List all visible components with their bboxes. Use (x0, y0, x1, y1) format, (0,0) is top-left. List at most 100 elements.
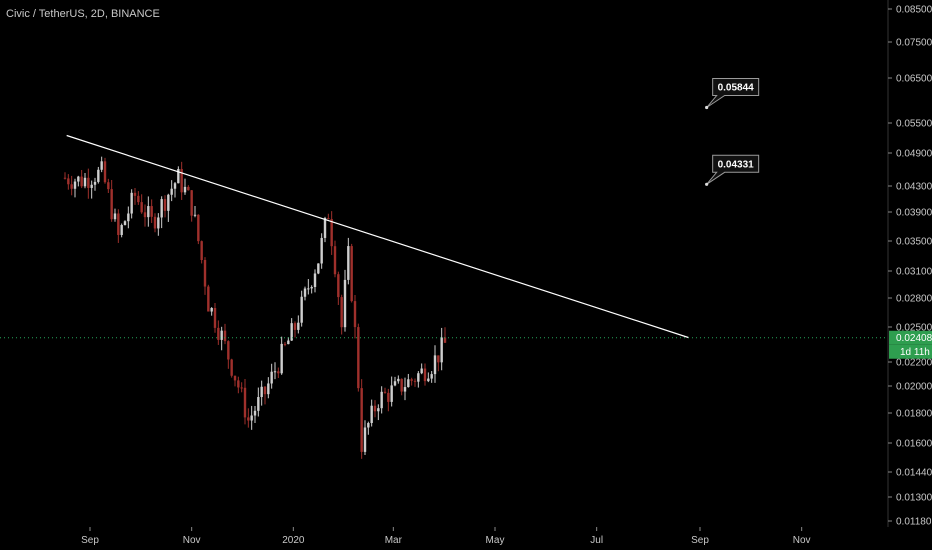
price-tick-label: 0.08500 (896, 5, 932, 16)
candle-body (380, 391, 383, 409)
countdown-box (889, 344, 932, 359)
candle-body (257, 397, 260, 411)
candle (167, 193, 170, 222)
candle-body (193, 214, 197, 216)
candle (183, 178, 187, 195)
candle-body (153, 216, 157, 229)
callout-label: 0.05844 (718, 83, 755, 94)
candle (397, 375, 400, 384)
candle (400, 378, 403, 396)
countdown-label: 1d 11h (900, 347, 930, 358)
time-tick-label: Sep (81, 535, 99, 546)
candle (363, 420, 367, 455)
candle-body (247, 417, 250, 421)
candle-body (263, 386, 267, 395)
price-tick-label: 0.03500 (896, 237, 932, 248)
time-tick-label: Jul (590, 535, 603, 546)
candle (187, 185, 190, 191)
candle (150, 199, 153, 223)
candle-body (70, 184, 73, 189)
candle (413, 378, 417, 387)
candle (433, 345, 437, 383)
candle (237, 376, 240, 394)
candle (370, 399, 373, 427)
candle (130, 189, 133, 219)
candle-body (437, 355, 440, 363)
candle-body (430, 374, 433, 379)
candle (173, 182, 177, 198)
candle-body (270, 371, 273, 384)
candle (367, 421, 370, 435)
candle (440, 327, 443, 371)
candle-body (110, 189, 113, 220)
candle (190, 190, 193, 222)
candle (117, 209, 120, 243)
callout-box (706, 154, 760, 185)
price-tick-label: 0.02200 (896, 358, 932, 369)
candle-body (330, 219, 333, 247)
candle (347, 237, 350, 285)
candle-body (253, 410, 257, 416)
candle (300, 290, 303, 327)
candle (63, 172, 67, 180)
candle (207, 284, 210, 312)
candle-body (163, 199, 167, 211)
candle (243, 379, 247, 425)
candle (427, 372, 430, 383)
candle (67, 174, 70, 190)
time-tick-label: 2020 (282, 535, 305, 546)
price-tick-label: 0.03100 (896, 267, 932, 278)
candle-body (73, 181, 77, 189)
candle (260, 380, 263, 406)
candle (390, 376, 393, 407)
price-callout[interactable]: 0.05844 (705, 78, 760, 110)
candle-body (400, 378, 403, 392)
candle (297, 315, 300, 334)
candle (443, 327, 447, 343)
candle (283, 342, 287, 347)
price-callouts[interactable]: 0.05844 0.04331 (705, 78, 760, 186)
candle (107, 178, 110, 193)
candle-body (323, 218, 327, 238)
candle (320, 233, 323, 269)
price-callout[interactable]: 0.04331 (705, 154, 760, 186)
candle (180, 161, 183, 200)
candle-body (353, 301, 357, 328)
candle (157, 213, 160, 236)
candle-body (273, 371, 277, 373)
candle (337, 271, 340, 305)
candle (113, 208, 117, 222)
candle (303, 286, 307, 301)
candle-body (280, 343, 283, 374)
candle-body (317, 263, 320, 274)
candle-body (140, 202, 143, 213)
trendline-layer[interactable] (0, 134, 888, 339)
candle-body (410, 379, 413, 381)
candle-body (103, 161, 107, 183)
candle (200, 240, 203, 264)
price-axis[interactable]: 0.08500 0.07500 0.06500 0.05500 0.04900 0.043… (888, 5, 932, 528)
candle-body (197, 214, 200, 242)
candle (323, 216, 327, 243)
candle (417, 371, 420, 388)
candle-body (440, 337, 443, 363)
trendline[interactable] (66, 134, 689, 339)
candle-body (123, 221, 127, 226)
candle-body (177, 169, 180, 184)
candle-body (170, 188, 173, 195)
candle (403, 377, 407, 401)
candle (380, 386, 383, 414)
candle-body (87, 177, 90, 188)
time-axis[interactable]: Sep Nov 2020 Mar May Jul Sep Nov (81, 527, 811, 546)
candle-body (120, 225, 123, 235)
candle-body (390, 385, 393, 402)
candle (340, 294, 343, 335)
candle-body (203, 260, 207, 287)
candle-body (393, 381, 397, 386)
candle-body (187, 186, 190, 191)
candle (97, 166, 100, 184)
candle-body (417, 373, 420, 382)
candle-body (150, 206, 153, 217)
candle-body (80, 176, 83, 187)
